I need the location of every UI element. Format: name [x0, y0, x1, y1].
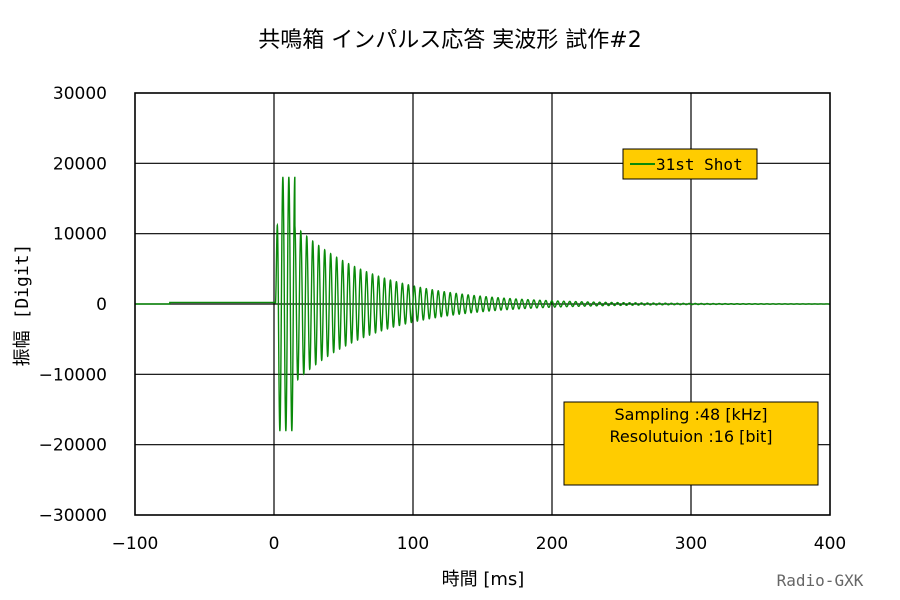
legend-label: 31st Shot: [656, 155, 743, 174]
y-tick-label: −20000: [39, 436, 107, 456]
x-tick-label: 100: [397, 534, 429, 554]
sampling-info-box: Sampling :48 [kHz] Resolutuion :16 [bit]: [563, 401, 819, 486]
x-tick-label: 400: [814, 534, 846, 554]
y-tick-label: −30000: [39, 506, 107, 526]
sampling-rate-text: Sampling :48 [kHz]: [615, 405, 768, 424]
series-line-31st-shot: [135, 176, 830, 432]
resolution-text: Resolutuion :16 [bit]: [609, 427, 772, 446]
y-tick-label: 30000: [53, 84, 107, 104]
y-tick-label: 0: [96, 295, 107, 315]
footer-credit: Radio-GXK: [777, 571, 864, 590]
y-axis-ticks: 30000 20000 10000 0 −10000 −20000 −30000: [39, 84, 107, 526]
y-tick-label: 20000: [53, 154, 107, 174]
x-tick-label: −100: [112, 534, 159, 554]
x-axis-ticks: −100 0 100 200 300 400: [112, 534, 847, 554]
y-axis-label: 振幅 [Digit]: [12, 244, 33, 367]
x-axis-label: 時間 [ms]: [442, 569, 525, 590]
x-tick-label: 300: [675, 534, 707, 554]
x-tick-label: 200: [536, 534, 568, 554]
legend: 31st Shot: [622, 148, 758, 180]
y-tick-label: 10000: [53, 225, 107, 245]
sampling-info-background: [563, 401, 819, 486]
y-tick-label: −10000: [39, 365, 107, 385]
chart-title: 共鳴箱 インパルス応答 実波形 試作#2: [258, 28, 641, 53]
plot-frame: [134, 92, 831, 516]
series-layer: [135, 176, 830, 432]
x-tick-label: 0: [269, 534, 280, 554]
